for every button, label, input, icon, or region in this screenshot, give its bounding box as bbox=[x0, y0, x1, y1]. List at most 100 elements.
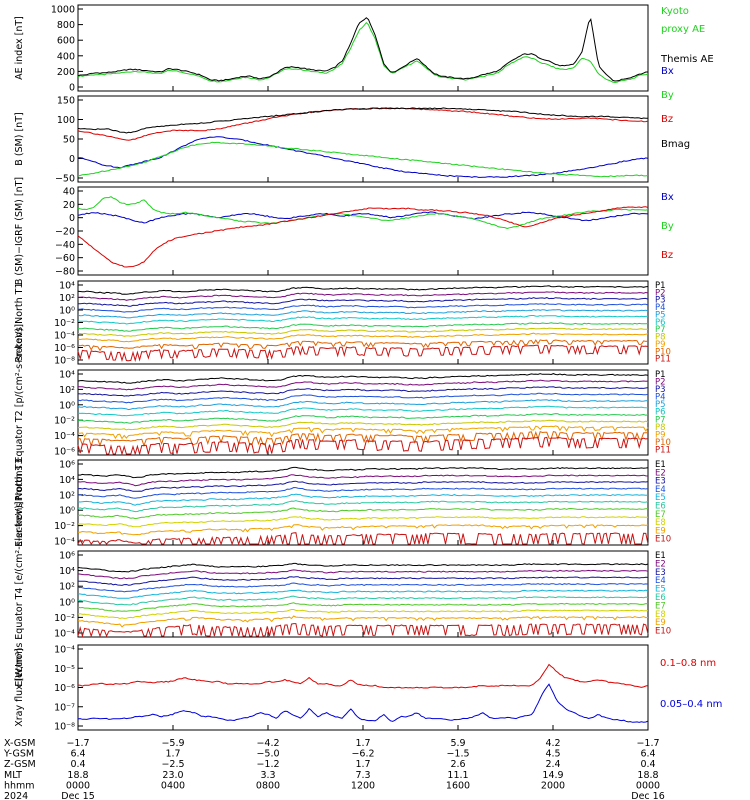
axis-row-value: Dec 16 bbox=[631, 791, 665, 800]
axis-row-value: 0800 bbox=[256, 780, 280, 791]
y-tick-label: 10⁶ bbox=[59, 551, 75, 562]
y-tick-label: 10⁻⁴ bbox=[54, 645, 75, 656]
panel-8: 10⁻⁴ 10⁻⁵ 10⁻⁶ 10⁻⁷ 10⁻⁸ Xray flux [W/m²] 0.1–… bbox=[14, 644, 722, 733]
series-line-p3 bbox=[78, 297, 649, 307]
axis-row-value: 1.7 bbox=[355, 759, 370, 770]
legend-label: P5 bbox=[655, 310, 666, 320]
legend-label: 0.1–0.8 nm bbox=[660, 658, 716, 669]
axis-row-value: −2.5 bbox=[161, 759, 184, 770]
y-tick-label: −60 bbox=[55, 253, 75, 264]
series-line-p7 bbox=[77, 413, 649, 424]
legend-label: 0.05–0.4 nm bbox=[660, 699, 722, 710]
axis-row-label: Y-GSM bbox=[3, 749, 34, 760]
axis-row-value: Dec 15 bbox=[61, 791, 95, 800]
y-tick-label: 150 bbox=[57, 96, 75, 107]
series-line-p11 bbox=[77, 344, 649, 363]
panel-6: 10⁶ 10⁴ 10² 10⁰ 10⁻² 10⁻⁴ Electrons North T3 E1… bbox=[14, 458, 671, 547]
series-line-e1 bbox=[77, 466, 649, 479]
series-line-p3 bbox=[77, 386, 649, 397]
axis-row-value: 0000 bbox=[636, 780, 660, 791]
series-line-bmag bbox=[77, 107, 649, 134]
axis-row-value: 6.4 bbox=[640, 749, 655, 760]
axis-row-label: X-GSM bbox=[4, 738, 35, 749]
legend-label: E5 bbox=[655, 585, 666, 595]
series-line-bz bbox=[77, 107, 649, 141]
legend-label: P4 bbox=[655, 393, 666, 403]
axis-row-value: 0400 bbox=[161, 780, 185, 791]
series-line-bx bbox=[77, 136, 649, 178]
legend-label: P9 bbox=[655, 340, 666, 350]
legend-label: P11 bbox=[655, 355, 671, 365]
series-line-e1 bbox=[77, 562, 649, 573]
legend-label: P6 bbox=[655, 408, 666, 418]
panel-1: 1000 800 600 400 200 0 AE index [nT] Kyoto proxy… bbox=[14, 4, 714, 94]
y-tick-label: 10⁻⁶ bbox=[54, 683, 75, 694]
y-tick-label: 200 bbox=[57, 67, 75, 78]
axis-row-value: 1200 bbox=[351, 780, 375, 791]
series-line-p4 bbox=[78, 303, 649, 313]
y-tick-label: −80 bbox=[55, 267, 75, 278]
y-tick-label: 10⁻⁴ bbox=[54, 629, 75, 640]
series-line-e10 bbox=[77, 623, 649, 638]
legend-label: P2 bbox=[655, 378, 666, 388]
y-tick-label: 400 bbox=[57, 51, 75, 62]
axis-row-value: 18.8 bbox=[637, 770, 658, 781]
y-tick-label: 10⁰ bbox=[59, 400, 75, 411]
y-tick-label: 1000 bbox=[51, 5, 75, 16]
y-tick-label: 10⁻² bbox=[54, 416, 75, 427]
series-line-p9 bbox=[77, 425, 649, 440]
axis-row-value: −5.9 bbox=[161, 738, 184, 749]
series-line-kyoto-proxy-ae bbox=[77, 21, 649, 84]
y-tick-label: 40 bbox=[63, 187, 75, 198]
time-axis-table: X-GSM −1.7 −5.9 −4.2 1.7 5.9 4.2 −1.7 Y-GSM 6.4 1.… bbox=[3, 738, 665, 800]
y-tick-label: 10⁴ bbox=[59, 475, 75, 486]
axis-row-value: 0.4 bbox=[640, 759, 655, 770]
series-line-p6 bbox=[77, 405, 649, 417]
axis-row-label: 2024 bbox=[4, 791, 28, 800]
series-line-0-05-0-4-nm bbox=[77, 683, 649, 723]
series-line-e3 bbox=[77, 480, 649, 492]
series-line-0-1-0-8-nm bbox=[77, 663, 649, 689]
series-line-e9 bbox=[77, 615, 649, 628]
y-tick-label: −50 bbox=[55, 174, 75, 185]
legend-label: E6 bbox=[655, 593, 666, 603]
y-axis-label: AE index [nT] bbox=[14, 16, 25, 80]
axis-row-value: 18.8 bbox=[67, 770, 88, 781]
y-tick-label: 0 bbox=[69, 154, 75, 165]
legend-label: P7 bbox=[655, 325, 666, 335]
legend-label: E8 bbox=[655, 518, 666, 528]
legend-label: P9 bbox=[655, 430, 666, 440]
y-tick-label: 10⁻⁷ bbox=[54, 702, 75, 713]
legend-label: E6 bbox=[655, 502, 666, 512]
axis-row-label: hhmm bbox=[4, 780, 35, 791]
y-tick-label: 10² bbox=[59, 490, 75, 501]
axis-row-value: 0.4 bbox=[70, 759, 85, 770]
series-line-e2 bbox=[77, 569, 649, 580]
series-line-e5 bbox=[77, 493, 649, 506]
legend-label: E10 bbox=[655, 535, 671, 545]
axis-row-value: 11.1 bbox=[447, 770, 468, 781]
legend-label: P7 bbox=[655, 415, 666, 425]
y-tick-label: 10⁻⁴ bbox=[54, 431, 75, 442]
series-line-p6 bbox=[77, 315, 649, 325]
y-tick-label: 0 bbox=[69, 83, 75, 94]
legend-label: E3 bbox=[655, 568, 666, 578]
y-tick-label: 800 bbox=[57, 20, 75, 31]
series-line-e2 bbox=[77, 474, 649, 487]
y-tick-label: 10⁰ bbox=[59, 506, 75, 517]
y-axis-label: Electrons Equator T4 [e/(cm²-s-sr-keV)] bbox=[14, 501, 25, 686]
axis-row-value: −6.2 bbox=[351, 749, 374, 760]
panel-2: 150 100 50 0 −50 B (SM) [nT] Bx By Bz Bmag bbox=[14, 66, 690, 185]
series-line-e4 bbox=[77, 582, 649, 593]
legend-label: P1 bbox=[655, 370, 666, 380]
y-axis-label: Electrons North T3 bbox=[14, 458, 25, 546]
axis-row-value: −1.5 bbox=[446, 749, 469, 760]
y-tick-label: 10⁴ bbox=[59, 370, 75, 381]
y-tick-label: 10⁰ bbox=[59, 597, 75, 608]
legend-label: E4 bbox=[655, 485, 666, 495]
y-tick-label: 10⁻⁸ bbox=[54, 356, 75, 367]
legend-label: By bbox=[661, 90, 674, 101]
axis-row-value: 5.9 bbox=[450, 738, 465, 749]
panel-7: 10⁶ 10⁴ 10² 10⁰ 10⁻² 10⁻⁴ Electrons Equator T4… bbox=[14, 501, 671, 686]
legend-label: P11 bbox=[655, 445, 671, 455]
